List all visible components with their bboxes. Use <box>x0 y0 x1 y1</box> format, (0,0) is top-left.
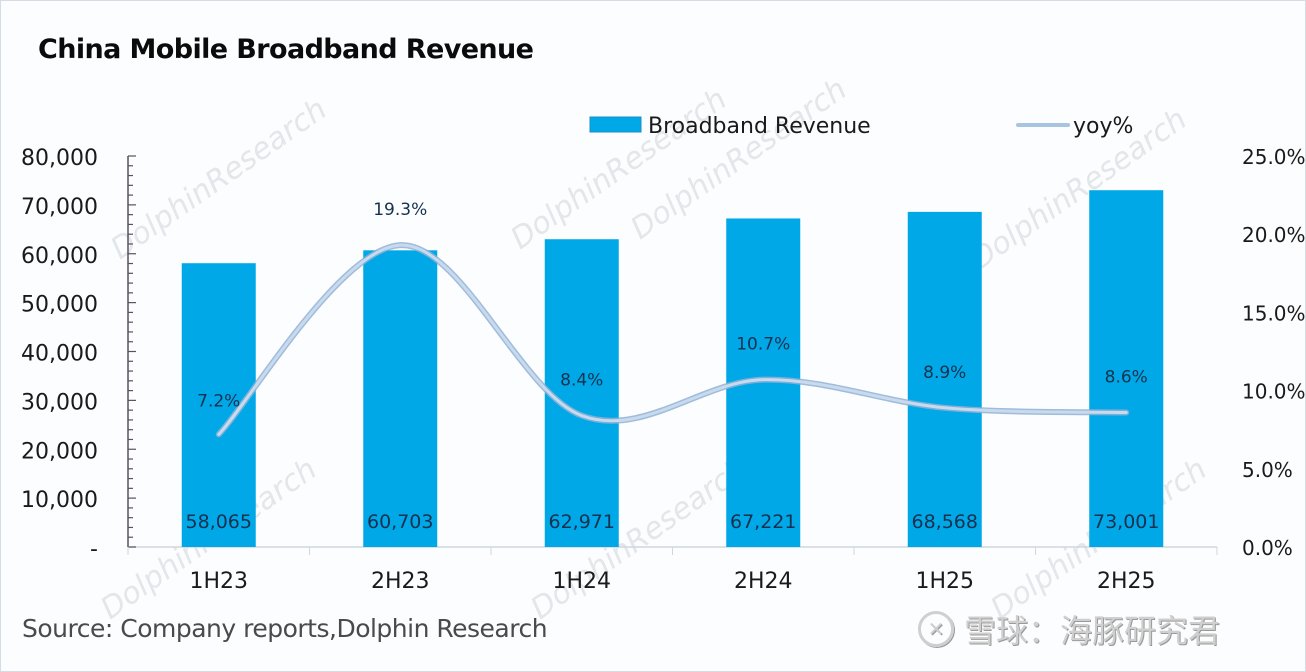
y-tick-label: 20,000 <box>21 439 98 464</box>
y2-tick-label: 0.0% <box>1242 536 1293 560</box>
x-tick-label: 2H24 <box>734 569 793 594</box>
y-tick-label: 50,000 <box>21 293 98 318</box>
chart-title: China Mobile Broadband Revenue <box>38 34 534 65</box>
y2-tick-label: 25.0% <box>1242 145 1306 169</box>
x-tick-label: 2H25 <box>1097 569 1156 594</box>
y2-tick-label: 20.0% <box>1242 223 1306 247</box>
y2-tick-label: 5.0% <box>1242 458 1293 482</box>
x-tick-label: 1H24 <box>552 569 611 594</box>
bar-value-label: 68,568 <box>912 511 978 533</box>
bar <box>907 211 982 547</box>
yoy-line-highlight <box>217 243 1128 436</box>
y-tick-label: 60,000 <box>21 244 98 269</box>
bar <box>363 250 438 547</box>
bar-value-label: 73,001 <box>1093 511 1159 533</box>
legend-label-line: yoy% <box>1073 114 1133 139</box>
y-tick-label: - <box>90 537 98 562</box>
bar <box>544 239 619 547</box>
watermark-layer: DolphinResearch DolphinResearch DolphinRes… <box>95 72 1214 627</box>
y-tick-label: 70,000 <box>21 195 98 220</box>
yoy-value-label: 8.9% <box>923 363 966 383</box>
y2-tick-label: 15.0% <box>1242 301 1306 325</box>
x-tick-label: 1H25 <box>915 569 974 594</box>
yoy-value-label: 10.7% <box>736 335 790 355</box>
y-tick-label: 80,000 <box>21 146 98 171</box>
y-tick-label: 10,000 <box>21 488 98 513</box>
bar-value-label: 60,703 <box>367 511 433 533</box>
platform-watermark-text: 雪球：海豚研究君 <box>964 612 1221 650</box>
watermark-text: DolphinResearch <box>105 92 334 267</box>
yoy-value-label: 19.3% <box>373 200 427 220</box>
bar-value-label: 62,971 <box>549 511 615 533</box>
snowball-logo-icon: ✕ <box>918 611 954 647</box>
x-tick-label: 1H23 <box>189 569 248 594</box>
yoy-value-label: 7.2% <box>197 391 240 411</box>
source-note: Source: Company reports,Dolphin Research <box>22 614 548 643</box>
line-series <box>215 242 1130 438</box>
legend-label-bar: Broadband Revenue <box>648 114 871 139</box>
bar-value-label: 67,221 <box>730 511 796 533</box>
bar-value-label: 58,065 <box>186 511 252 533</box>
x-tick-label: 2H23 <box>371 569 430 594</box>
data-labels: 58,065 60,703 62,971 67,221 68,568 73,001 7.2%… <box>186 200 1160 533</box>
y-tick-label: 30,000 <box>21 390 98 415</box>
platform-watermark: ✕ 雪球：海豚研究君 <box>918 606 1220 652</box>
yoy-value-label: 8.4% <box>560 371 603 391</box>
y2-tick-label: 10.0% <box>1242 380 1306 404</box>
legend-swatch-bar <box>589 116 642 133</box>
legend: Broadband Revenue yoy% <box>589 114 1133 139</box>
yoy-value-label: 8.6% <box>1105 367 1148 387</box>
axes: - 10,000 20,000 30,000 40,000 50,000 60,000 70,… <box>21 145 1306 594</box>
bar <box>1089 190 1164 547</box>
y-tick-label: 40,000 <box>21 342 98 367</box>
